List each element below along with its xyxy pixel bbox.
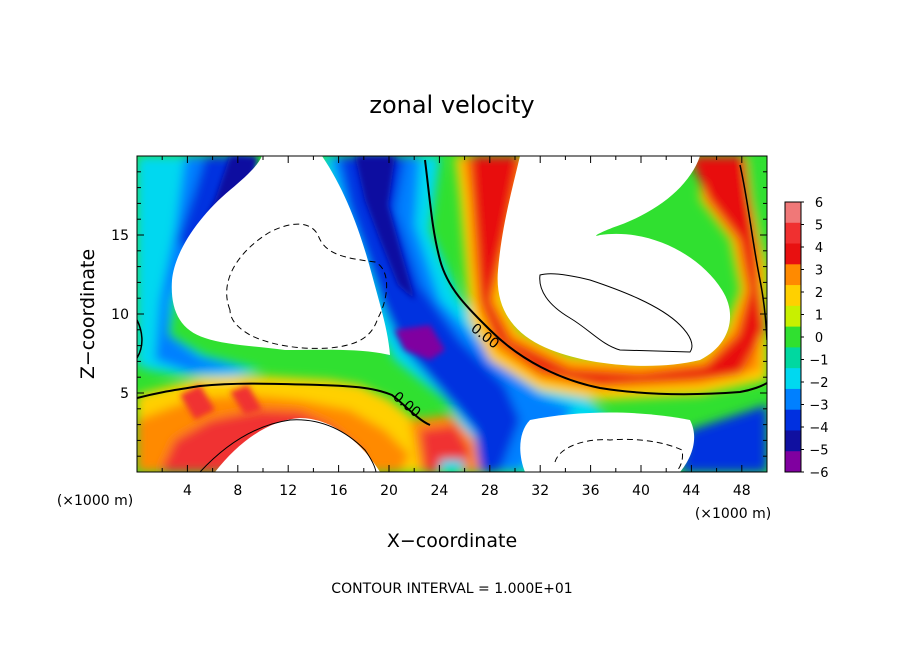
x-tick-label: 8 [233, 483, 242, 499]
colorbar-label: −5 [809, 444, 828, 459]
colorbar-swatch [785, 243, 801, 265]
colorbar-label: −1 [809, 354, 828, 369]
colorbar-label: −4 [809, 421, 828, 436]
x-unit-label-right: (×1000 m) [695, 506, 771, 522]
zero-contour-left [137, 319, 143, 359]
colorbar-label: 1 [815, 309, 823, 324]
colorbar-label: 4 [815, 241, 823, 256]
zero-contour-main [424, 159, 767, 396]
lower-left-saturated-region [215, 418, 380, 472]
y-axis-title: Z−coordinate [77, 249, 99, 379]
colorbar-swatch [785, 409, 801, 431]
colorbar-swatch [785, 347, 801, 369]
zero-contour-lower [137, 382, 431, 426]
cyan-small-spot [440, 460, 465, 472]
colorbar-swatch [785, 222, 801, 245]
y-tick-label: 5 [120, 386, 129, 402]
x-tick-label: 16 [330, 483, 348, 499]
colorbar-label: −6 [809, 466, 828, 481]
colorbar-swatch [785, 451, 801, 473]
x-tick-label: 32 [531, 483, 549, 499]
x-tick-label: 28 [481, 483, 499, 499]
chart-title: zonal velocity [369, 91, 534, 119]
y-axis-ticks: 5 10 15 [111, 171, 767, 457]
blue-lower-right [680, 405, 767, 472]
colorbar-label: 3 [815, 264, 823, 279]
colorbar-label: 5 [815, 219, 823, 234]
x-tick-label: 4 [183, 483, 192, 499]
y-tick-label: 15 [111, 228, 129, 244]
x-tick-label: 48 [733, 483, 751, 499]
x-tick-label: 12 [279, 483, 297, 499]
colorbar-label: 0 [815, 331, 823, 346]
red-streak-2 [230, 385, 262, 415]
navy-central-top [355, 156, 415, 300]
red-right-band [470, 156, 765, 385]
x-tick-label: 44 [682, 483, 700, 499]
colorbar-swatch [785, 305, 801, 328]
x-tick-label: 40 [632, 483, 650, 499]
x-axis-ticks: 4 8 12 16 20 24 28 32 36 40 44 48 [161, 156, 768, 499]
saturated-regions [171, 156, 731, 472]
contour-interval-footer: CONTOUR INTERVAL = 1.000E+01 [331, 581, 572, 597]
zero-contour-right [739, 164, 767, 341]
red-streak-1 [180, 385, 215, 420]
upper-left-saturated-region [171, 156, 390, 355]
x-unit-label-left: (×1000 m) [57, 493, 133, 509]
positive-contour-lower-left [199, 419, 377, 472]
positive-contour-closed [539, 273, 693, 353]
colorbar-swatch [785, 202, 801, 224]
green-right-edge [745, 156, 767, 270]
colorbar-swatch [785, 368, 801, 390]
purple-central-spot [395, 325, 445, 360]
velocity-field: 0.00 0.00 [137, 156, 767, 472]
colorbar: 6 5 4 3 2 1 0 −1 −2 −3 −4 −5 −6 [784, 196, 829, 481]
negative-contour-lower-right [554, 438, 683, 472]
x-axis-title: X−coordinate [387, 530, 517, 552]
x-tick-label: 24 [430, 483, 448, 499]
colorbar-swatch [785, 264, 801, 286]
colorbar-label: 2 [815, 286, 823, 301]
upper-right-saturated-region [497, 156, 731, 366]
colorbar-label: −2 [809, 376, 828, 391]
contour-lines [137, 159, 767, 472]
colorbar-swatch [785, 285, 801, 307]
colorbar-swatch [785, 430, 801, 452]
y-tick-label: 10 [111, 307, 129, 323]
colorbar-swatch [785, 326, 801, 348]
lower-right-saturated-region [520, 412, 695, 472]
x-tick-label: 36 [582, 483, 600, 499]
colorbar-label: −3 [809, 399, 828, 414]
colorbar-label: 6 [815, 196, 823, 211]
x-tick-label: 20 [380, 483, 398, 499]
negative-contour-left [226, 223, 388, 349]
colorbar-swatch [785, 388, 801, 411]
